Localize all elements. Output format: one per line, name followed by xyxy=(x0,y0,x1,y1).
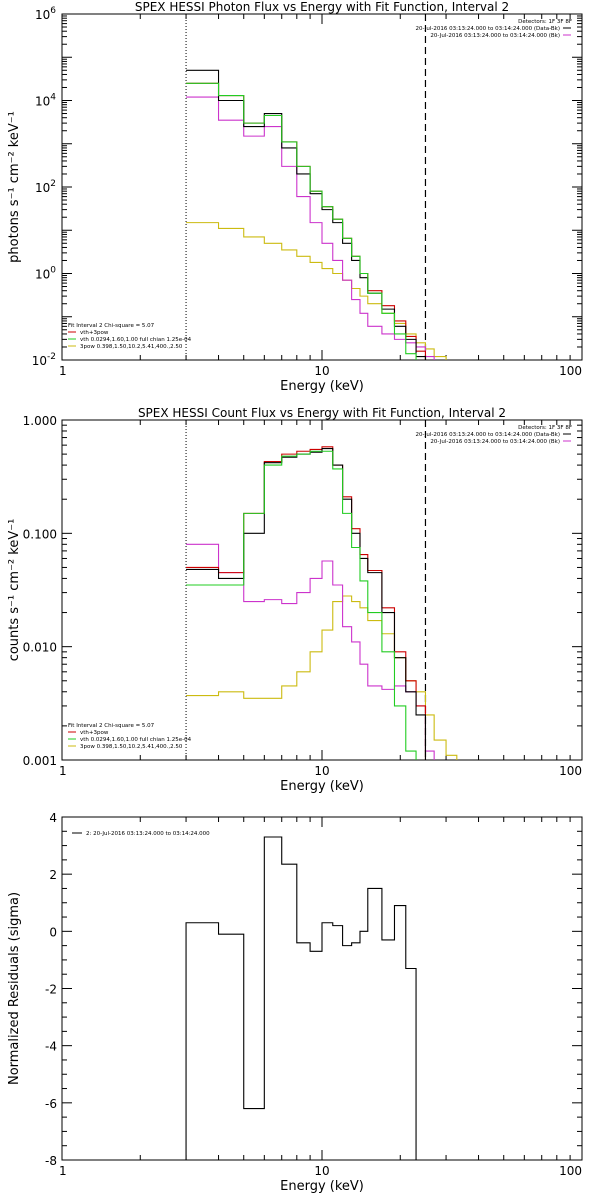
y-tick-exponent: 4 xyxy=(50,93,56,103)
photon-flux-panel: SPEX HESSI Photon Flux vs Energy with Fi… xyxy=(7,0,582,394)
y-tick-label: 4 xyxy=(49,811,57,825)
x-tick-label: 1 xyxy=(59,364,67,378)
y-tick-label: 100 xyxy=(35,266,56,282)
y-tick-mantissa: 10 xyxy=(35,95,50,109)
count-flux-panel: SPEX HESSI Count Flux vs Energy with Fit… xyxy=(7,406,582,794)
y-axis-label: counts s⁻¹ cm⁻² keV⁻¹ xyxy=(7,519,22,662)
legend-entry-text: vth 0.0294,1.60,1.00 full chian 1.25e-04 xyxy=(80,337,192,343)
series-data-bk xyxy=(186,449,425,760)
fit-header: Fit Interval 2 Chi-square = 5.07 xyxy=(68,723,155,729)
x-axis-label: Energy (keV) xyxy=(280,779,364,794)
x-tick-label: 1 xyxy=(59,764,67,778)
y-tick-exponent: 0 xyxy=(50,266,56,276)
legend-entry-text: 20-Jul-2016 03:13:24.000 to 03:14:24.000… xyxy=(430,439,560,445)
x-tick-label: 10 xyxy=(314,764,329,778)
series-group xyxy=(186,447,457,760)
chart-title: SPEX HESSI Count Flux vs Energy with Fit… xyxy=(138,406,506,420)
legend-entry-text: vth+3pow xyxy=(80,330,109,336)
y-tick-label: -8 xyxy=(45,1154,57,1168)
legend-entry-text: 3pow 0.398,1.50,10.2,5.41,400.,2.50 xyxy=(80,744,183,750)
y-tick-label: 1.000 xyxy=(23,414,57,428)
x-tick-label: 100 xyxy=(559,1164,582,1178)
x-axis-label: Energy (keV) xyxy=(280,1179,364,1194)
series-residuals xyxy=(186,837,416,1160)
x-tick-label: 1 xyxy=(59,1164,67,1178)
plot-frame xyxy=(62,420,582,760)
x-tick-label: 100 xyxy=(559,764,582,778)
series-vth xyxy=(186,83,416,360)
plot-frame xyxy=(62,817,582,1160)
legend-entry-text: vth+3pow xyxy=(80,730,109,736)
y-tick-mantissa: 10 xyxy=(32,354,47,368)
y-tick-label: -2 xyxy=(45,983,57,997)
y-axis-label: photons s⁻¹ cm⁻² keV⁻¹ xyxy=(7,111,22,263)
figure: SPEX HESSI Photon Flux vs Energy with Fi… xyxy=(0,0,600,1200)
y-tick-label: 0 xyxy=(49,925,57,939)
y-tick-label: -4 xyxy=(45,1040,57,1054)
y-tick-exponent: 6 xyxy=(50,6,56,16)
x-axis-label: Energy (keV) xyxy=(280,379,364,394)
fit-header: Fit Interval 2 Chi-square = 5.07 xyxy=(68,323,155,329)
legend-entry-text: 3pow 0.398,1.50,10.2,5.41,400.,2.50 xyxy=(80,344,183,350)
y-tick-exponent: 2 xyxy=(50,179,56,189)
series-data-bk xyxy=(186,70,425,360)
y-tick-label: 0.100 xyxy=(23,527,57,541)
residuals-panel: 1 10 100 -8 -6 -4 -2 0 2 4 Energy (keV) Normalized … xyxy=(7,811,582,1194)
x-tick-label: 100 xyxy=(559,364,582,378)
y-tick-mantissa: 10 xyxy=(35,8,50,22)
x-tick-label: 10 xyxy=(314,364,329,378)
legend-entry-text: vth 0.0294,1.60,1.00 full chian 1.25e-04 xyxy=(80,737,192,743)
series-vth-3pow xyxy=(186,447,425,760)
y-tick-label: 0.001 xyxy=(23,754,57,768)
legend-entry-text: 20-Jul-2016 03:13:24.000 to 03:14:24.000… xyxy=(416,432,561,438)
x-tick-label: 10 xyxy=(314,1164,329,1178)
legend-entry-text: 20-Jul-2016 03:13:24.000 to 03:14:24.000… xyxy=(430,33,560,39)
y-tick-label: 102 xyxy=(35,179,56,195)
plot-frame xyxy=(62,14,582,360)
y-tick-mantissa: 10 xyxy=(35,268,50,282)
series-3pow xyxy=(186,596,457,760)
series-group xyxy=(186,70,446,360)
legend-entry-text: 20-Jul-2016 03:13:24.000 to 03:14:24.000… xyxy=(416,26,561,32)
y-tick-label: -6 xyxy=(45,1097,57,1111)
chart-title: SPEX HESSI Photon Flux vs Energy with Fi… xyxy=(135,0,509,14)
y-tick-label: 10-2 xyxy=(32,352,56,368)
series-vth-3pow xyxy=(186,83,425,360)
detectors-label: Detectors: 1F 3F 8F xyxy=(518,19,572,25)
y-tick-label: 0.010 xyxy=(23,641,57,655)
detectors-label: Detectors: 1F 3F 8F xyxy=(518,425,572,431)
legend-entry-text: 2: 20-Jul-2016 03:13:24.000 to 03:14:24.… xyxy=(86,831,210,837)
y-tick-exponent: -2 xyxy=(47,352,56,362)
y-axis-label: Normalized Residuals (sigma) xyxy=(7,892,22,1085)
series-group xyxy=(186,837,416,1160)
y-tick-label: 2 xyxy=(49,868,57,882)
y-tick-label: 106 xyxy=(35,6,56,22)
y-tick-label: 104 xyxy=(35,93,56,109)
y-tick-mantissa: 10 xyxy=(35,181,50,195)
